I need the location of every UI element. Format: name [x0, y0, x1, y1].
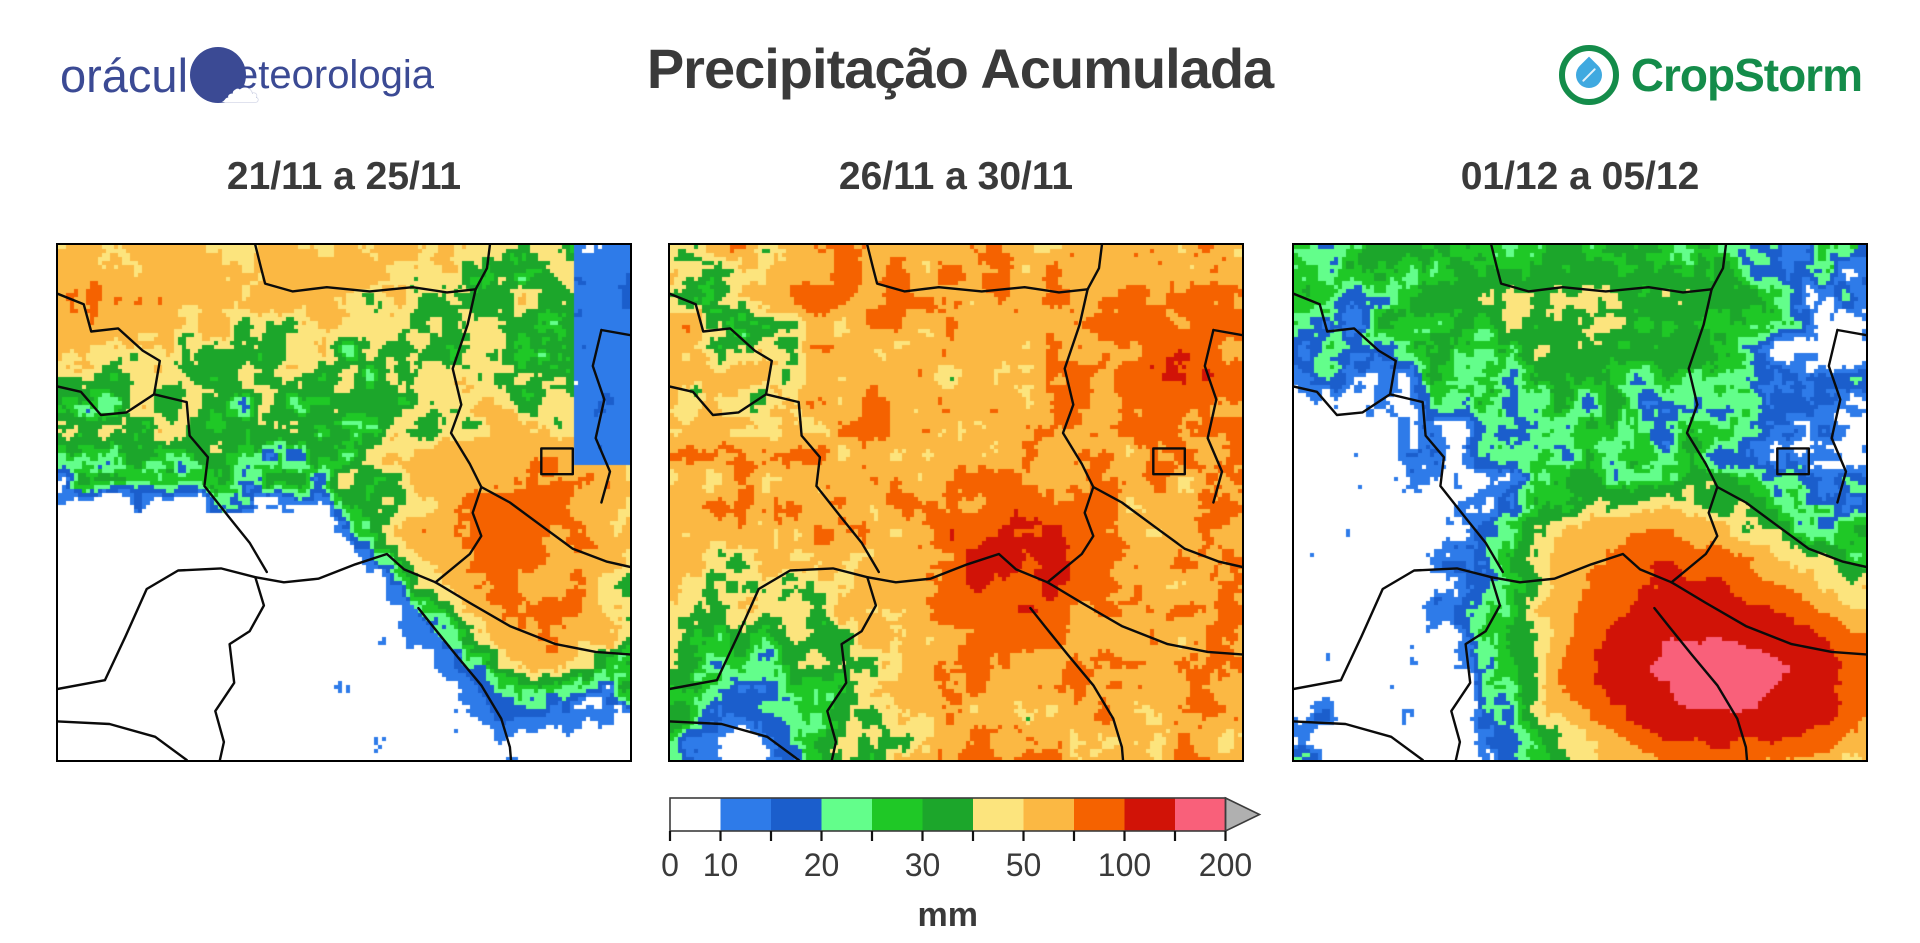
state-border-line — [1046, 581, 1242, 656]
state-border-line — [1152, 447, 1186, 476]
state-border-line — [1490, 552, 1673, 584]
panel-3-title: 01/12 a 05/12 — [1460, 155, 1700, 198]
state-border-line — [1710, 245, 1728, 291]
state-border-line — [1670, 581, 1866, 656]
state-border-line — [670, 567, 869, 691]
state-border-line — [1490, 245, 1713, 294]
state-border-line — [474, 245, 492, 291]
state-border-line — [1046, 288, 1095, 584]
state-border-line — [1092, 485, 1242, 569]
color-scale-legend: 0 10 20 30 50 100 200 mm — [630, 788, 1290, 938]
state-border-line — [58, 292, 268, 574]
precipitation-map-3 — [1294, 245, 1866, 760]
map-panel-1: 21/11 a 25/11 — [56, 148, 632, 762]
state-border-line — [1212, 328, 1242, 337]
map-frame-1 — [56, 243, 632, 762]
colorbar-segment — [1124, 798, 1176, 831]
leaf-drop-icon — [1558, 45, 1619, 105]
state-border-line — [417, 606, 513, 760]
state-borders-overlay-1 — [58, 245, 630, 760]
colorbar-tick-label: 10 — [703, 847, 739, 883]
state-border-line — [1086, 245, 1104, 291]
legend-unit-label: mm — [918, 896, 978, 934]
state-border-line — [58, 567, 257, 691]
state-border-line — [1294, 292, 1504, 574]
oraculo-logo-text-end: eteorologia — [236, 52, 434, 97]
colorbar-segment — [670, 798, 722, 831]
colorbar-tick-label: 100 — [1098, 847, 1151, 883]
colorbar-segment — [973, 798, 1025, 831]
water-drop-shape — [1570, 56, 1608, 94]
state-border-line — [1294, 385, 1392, 417]
state-border-line — [480, 485, 630, 569]
colorbar-segment — [1074, 798, 1126, 831]
state-border-line — [1653, 606, 1749, 760]
state-border-line — [670, 292, 880, 574]
oraculo-logo-text-start: orácul — [60, 48, 189, 102]
panel-1-title: 21/11 a 25/11 — [226, 155, 462, 198]
colorbar-segment — [1023, 798, 1075, 831]
map-frame-3 — [1292, 243, 1868, 762]
state-border-line — [866, 245, 1089, 294]
state-borders-overlay-3 — [1294, 245, 1866, 760]
state-border-line — [1716, 485, 1866, 569]
page-title: Precipitação Acumulada — [646, 37, 1274, 100]
colorbar: 0 10 20 30 50 100 200 mm — [661, 796, 1262, 934]
cropstorm-logo-text: CropStorm — [1630, 49, 1863, 101]
precipitation-map-1 — [58, 245, 630, 760]
state-border-line — [1836, 328, 1866, 337]
state-border-line — [1294, 567, 1493, 691]
colorbar-tick-label: 30 — [905, 847, 941, 883]
state-border-line — [1670, 288, 1719, 584]
state-borders-overlay-2 — [670, 245, 1242, 760]
state-border-line — [1203, 328, 1224, 504]
panel-2-title: 26/11 a 30/11 — [838, 155, 1074, 198]
colorbar-outline — [669, 797, 1227, 832]
colorbar-segment — [872, 798, 924, 831]
state-border-line — [58, 385, 156, 417]
colorbar-segment — [720, 798, 772, 831]
state-border-line — [540, 447, 574, 476]
state-border-line — [826, 576, 878, 760]
state-border-line — [591, 328, 612, 504]
state-border-line — [1294, 720, 1424, 760]
state-border-line — [58, 720, 188, 760]
state-border-line — [670, 385, 768, 417]
colorbar-overflow-arrow — [1224, 796, 1262, 833]
state-border-line — [434, 288, 483, 584]
cropstorm-logo: CropStorm — [1558, 40, 1863, 110]
map-panel-2: 26/11 a 30/11 — [668, 148, 1244, 762]
colorbar-segment — [771, 798, 823, 831]
colorbar-segment — [922, 798, 974, 831]
state-border-line — [1827, 328, 1848, 504]
state-border-line — [254, 245, 477, 294]
cloud-glyph: ☁ — [220, 66, 261, 112]
cloud-icon: ☁ — [190, 47, 260, 109]
map-frame-2 — [668, 243, 1244, 762]
colorbar-tick-label: 0 — [661, 847, 679, 883]
state-border-line — [434, 581, 630, 656]
colorbar-tick-label: 200 — [1199, 847, 1252, 883]
colorbar-tick-label: 50 — [1006, 847, 1042, 883]
state-border-line — [214, 576, 266, 760]
state-border-line — [254, 552, 437, 584]
state-border-line — [1029, 606, 1125, 760]
state-border-line — [1450, 576, 1502, 760]
oraculo-meteorologia-logo: orácul ☁ eteorologia — [60, 40, 434, 110]
map-panel-3: 01/12 a 05/12 — [1292, 148, 1868, 762]
colorbar-tick-label: 20 — [804, 847, 840, 883]
state-border-line — [866, 552, 1049, 584]
state-border-line — [1776, 447, 1810, 476]
colorbar-segment — [821, 798, 873, 831]
state-border-line — [600, 328, 630, 337]
colorbar-segment — [1175, 798, 1227, 831]
precipitation-map-2 — [670, 245, 1242, 760]
state-border-line — [670, 720, 800, 760]
